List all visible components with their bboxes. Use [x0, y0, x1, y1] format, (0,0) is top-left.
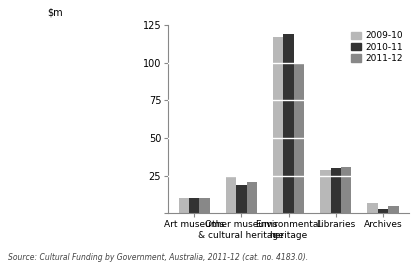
Legend: 2009-10, 2010-11, 2011-12: 2009-10, 2010-11, 2011-12 — [349, 30, 404, 65]
Bar — [294, 63, 304, 213]
Bar — [283, 34, 294, 213]
Bar — [388, 206, 399, 213]
Text: Source: Cultural Funding by Government, Australia, 2011-12 (cat. no. 4183.0).: Source: Cultural Funding by Government, … — [8, 253, 308, 262]
Bar — [378, 209, 388, 213]
Bar — [199, 198, 210, 213]
Bar — [226, 177, 236, 213]
Bar — [178, 198, 189, 213]
Bar — [320, 170, 331, 213]
Bar — [189, 198, 199, 213]
Bar — [236, 185, 247, 213]
Bar — [367, 203, 378, 213]
Text: $m: $m — [48, 8, 63, 17]
Bar — [341, 166, 352, 213]
Bar — [331, 168, 341, 213]
Bar — [247, 182, 257, 213]
Bar — [273, 37, 283, 213]
